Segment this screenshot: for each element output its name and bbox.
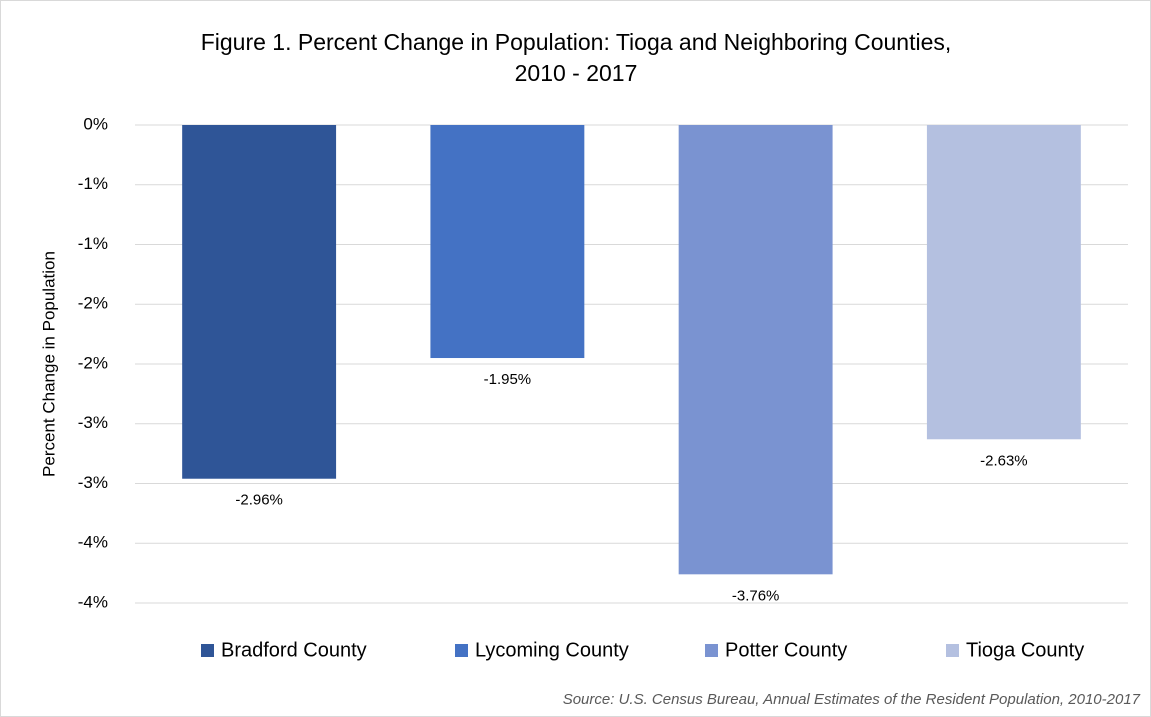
- legend-swatch: [455, 644, 468, 657]
- y-tick-label: -2%: [78, 294, 108, 313]
- y-tick-label: -4%: [78, 533, 108, 552]
- y-tick-label: -3%: [78, 413, 108, 432]
- legend-label: Potter County: [725, 639, 847, 661]
- data-label: -2.96%: [235, 492, 283, 509]
- y-tick-label: -4%: [78, 592, 108, 611]
- y-tick-label: -3%: [78, 473, 108, 492]
- legend-label: Bradford County: [221, 639, 367, 661]
- legend-label: Lycoming County: [475, 639, 629, 661]
- y-axis-label: Percent Change in Population: [39, 251, 58, 477]
- legend-swatch: [946, 644, 959, 657]
- data-label: -2.63%: [980, 452, 1028, 469]
- bar: [182, 125, 337, 479]
- legend-swatch: [705, 644, 718, 657]
- y-tick-label: -2%: [78, 353, 108, 372]
- y-tick-label: -1%: [78, 234, 108, 253]
- legend-swatch: [201, 644, 214, 657]
- y-tick-label: -1%: [78, 174, 108, 193]
- bar: [678, 125, 833, 575]
- data-label: -3.76%: [732, 587, 780, 604]
- chart-title: 2010 - 2017: [515, 60, 638, 86]
- source-note: Source: U.S. Census Bureau, Annual Estim…: [563, 691, 1141, 708]
- bar: [430, 125, 585, 359]
- legend-label: Tioga County: [966, 639, 1084, 661]
- bar: [926, 125, 1081, 440]
- chart-title: Figure 1. Percent Change in Population: …: [201, 29, 952, 55]
- y-tick-label: 0%: [83, 114, 108, 133]
- data-label: -1.95%: [484, 371, 532, 388]
